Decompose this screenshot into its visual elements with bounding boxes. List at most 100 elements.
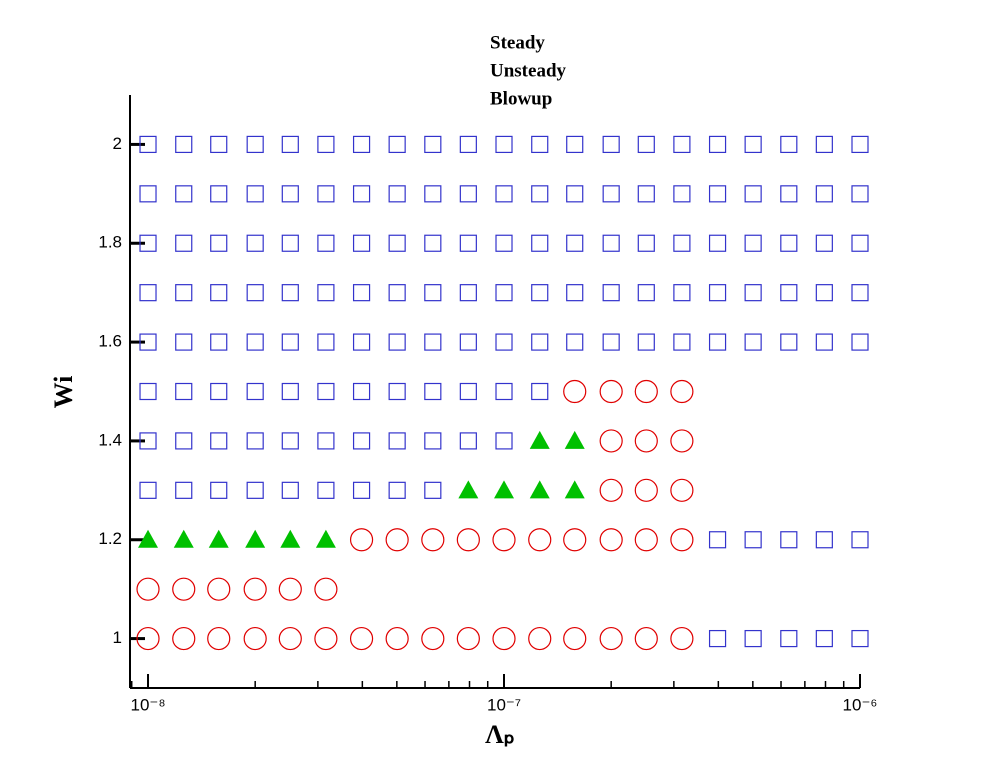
circle-marker: [136, 626, 160, 651]
square-marker: [602, 135, 620, 154]
circle-marker: [278, 577, 302, 601]
square-marker: [388, 481, 406, 499]
square-marker: [495, 284, 513, 302]
triangle-marker: [280, 529, 301, 548]
circle-marker: [599, 379, 623, 404]
square-marker: [708, 333, 727, 351]
circle-marker: [172, 626, 196, 651]
circle-marker: [492, 626, 516, 651]
square-marker: [352, 432, 371, 450]
square-marker: [673, 333, 691, 351]
square-marker: [139, 333, 157, 351]
circle-marker: [278, 626, 302, 651]
square-marker: [673, 135, 691, 154]
square-marker: [317, 481, 335, 499]
triangle-marker: [529, 480, 550, 499]
square-marker: [459, 284, 477, 302]
square-marker: [815, 234, 833, 252]
circle-marker: [634, 626, 658, 651]
circle-marker: [385, 528, 409, 552]
square-marker: [495, 135, 513, 154]
circle-marker: [634, 528, 658, 552]
circle-marker: [421, 528, 445, 552]
square-marker: [388, 185, 406, 203]
square-marker: [139, 382, 157, 401]
square-marker: [780, 531, 798, 549]
square-marker: [388, 234, 406, 252]
square-marker: [566, 284, 584, 302]
square-marker: [352, 135, 371, 154]
circle-marker: [528, 528, 552, 552]
circle-marker: [349, 626, 374, 651]
square-marker: [531, 135, 549, 154]
circle-marker: [314, 577, 338, 601]
legend-label: Unsteady: [490, 60, 567, 81]
square-marker: [459, 234, 477, 252]
square-marker: [388, 284, 406, 302]
square-marker: [175, 185, 193, 203]
square-marker: [531, 382, 549, 401]
triangle-marker: [315, 529, 336, 548]
square-marker: [281, 481, 299, 499]
square-marker: [210, 234, 228, 252]
x-tick-label: 10⁻⁶: [843, 695, 878, 714]
square-marker: [637, 333, 655, 351]
square-marker: [246, 284, 264, 302]
square-marker: [531, 284, 549, 302]
triangle-marker: [245, 529, 266, 548]
square-marker: [708, 531, 727, 549]
square-marker: [744, 531, 762, 549]
square-marker: [424, 382, 442, 401]
square-marker: [851, 135, 869, 154]
circle-marker: [456, 626, 480, 651]
square-marker: [281, 432, 299, 450]
square-marker: [708, 629, 727, 648]
square-marker: [780, 629, 798, 648]
square-marker: [317, 382, 335, 401]
square-marker: [531, 234, 549, 252]
square-marker: [531, 333, 549, 351]
square-marker: [246, 234, 264, 252]
square-marker: [673, 234, 691, 252]
square-marker: [495, 333, 513, 351]
square-marker: [281, 185, 299, 203]
square-marker: [780, 185, 798, 203]
square-marker: [424, 333, 442, 351]
triangle-marker: [564, 430, 585, 449]
y-tick-label: 2: [113, 134, 122, 153]
square-marker: [210, 382, 228, 401]
square-marker: [317, 185, 335, 203]
square-marker: [815, 185, 833, 203]
square-marker: [424, 185, 442, 203]
circle-marker: [634, 429, 658, 453]
triangle-marker: [529, 430, 550, 449]
y-tick-label: 1.8: [98, 233, 122, 252]
circle-marker: [634, 478, 658, 502]
square-marker: [281, 234, 299, 252]
square-marker: [210, 481, 228, 499]
square-marker: [602, 333, 620, 351]
square-marker: [815, 333, 833, 351]
circle-marker: [492, 528, 516, 552]
square-marker: [246, 432, 264, 450]
square-marker: [744, 135, 762, 154]
square-marker: [352, 284, 371, 302]
square-marker: [744, 185, 762, 203]
square-marker: [210, 135, 228, 154]
x-axis-label: Λₚ: [485, 720, 515, 749]
square-marker: [246, 333, 264, 351]
square-marker: [851, 284, 869, 302]
circle-marker: [207, 626, 231, 651]
circle-marker: [172, 577, 196, 601]
square-marker: [566, 185, 584, 203]
square-marker: [744, 284, 762, 302]
square-marker: [210, 333, 228, 351]
square-marker: [281, 135, 299, 154]
square-marker: [317, 333, 335, 351]
circle-marker: [670, 478, 694, 502]
square-marker: [210, 185, 228, 203]
square-marker: [673, 185, 691, 203]
square-marker: [352, 234, 371, 252]
circle-marker: [421, 626, 445, 651]
triangle-marker: [208, 529, 229, 548]
